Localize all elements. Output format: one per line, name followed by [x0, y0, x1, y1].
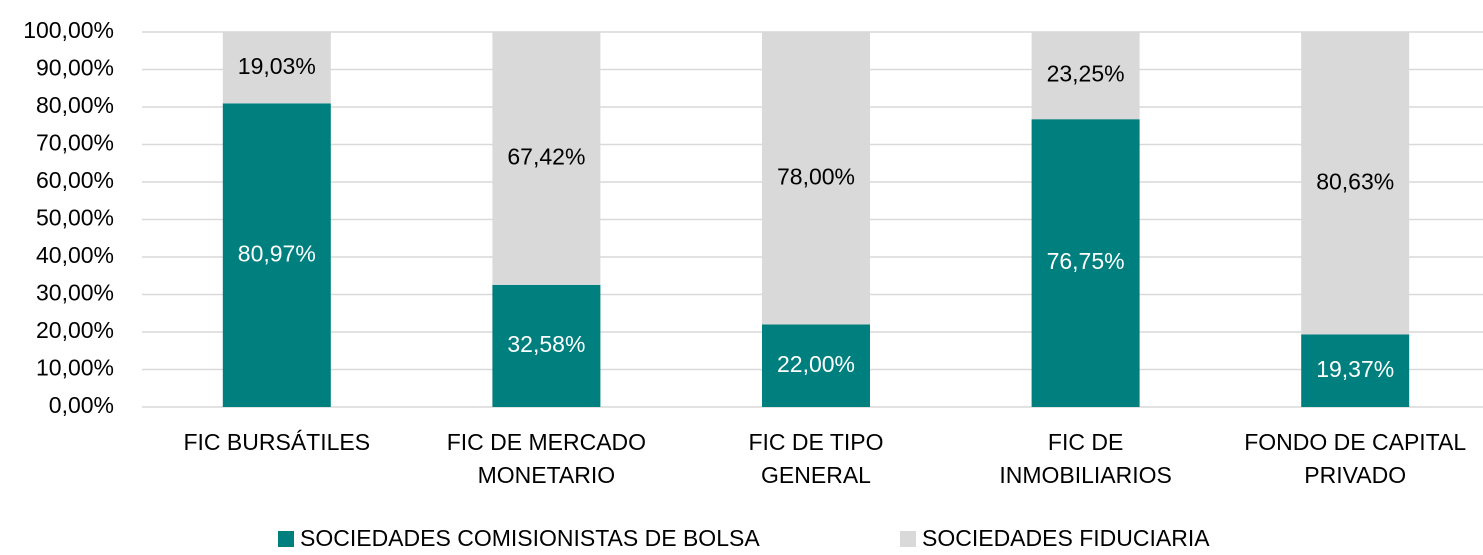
x-tick-label: FONDO DE CAPITAL PRIVADO — [1244, 429, 1467, 488]
data-label: 80,63% — [1316, 168, 1394, 194]
legend-swatch — [900, 531, 916, 547]
data-label: 19,03% — [238, 53, 316, 79]
bar-segment — [1031, 119, 1140, 407]
y-tick-label: 80,00% — [36, 92, 114, 118]
y-tick-label: 40,00% — [36, 242, 114, 268]
y-tick-label: 0,00% — [49, 392, 114, 418]
bar-segment — [492, 284, 601, 407]
legend-label: SOCIEDADES FIDUCIARIA — [922, 525, 1210, 551]
data-label: 19,37% — [1316, 356, 1394, 382]
x-tick-label: FIC BURSÁTILES — [183, 429, 371, 455]
data-label: 32,58% — [507, 331, 585, 357]
bar-segment — [492, 32, 601, 285]
bar-segment — [222, 32, 331, 104]
data-label: 22,00% — [777, 351, 855, 377]
y-tick-label: 90,00% — [36, 55, 114, 81]
data-label: 80,97% — [238, 240, 316, 266]
data-label: 23,25% — [1047, 61, 1125, 87]
bar-segment — [1031, 32, 1140, 120]
y-tick-label: 70,00% — [36, 130, 114, 156]
legend-swatch — [278, 531, 294, 547]
x-tick-label: FIC DE MERCADO MONETARIO — [446, 429, 647, 488]
y-tick-label: 100,00% — [23, 17, 114, 43]
bar-segment — [762, 32, 870, 325]
legend-label: SOCIEDADES COMISIONISTAS DE BOLSA — [300, 525, 760, 551]
data-label: 76,75% — [1047, 248, 1125, 274]
x-tick-label: FIC DE TIPO GENERAL — [748, 429, 884, 488]
y-tick-label: 10,00% — [36, 355, 114, 381]
y-tick-label: 50,00% — [36, 205, 114, 231]
y-tick-label: 30,00% — [36, 280, 114, 306]
y-tick-label: 20,00% — [36, 317, 114, 343]
data-label: 67,42% — [507, 143, 585, 169]
y-tick-label: 60,00% — [36, 167, 114, 193]
bar-segment — [762, 324, 870, 407]
bar-segment — [1301, 32, 1410, 335]
x-tick-label: FIC DE INMOBILIARIOS — [999, 429, 1172, 488]
bar-segment — [1301, 334, 1410, 407]
data-label: 78,00% — [777, 163, 855, 189]
bar-segment — [222, 103, 331, 408]
